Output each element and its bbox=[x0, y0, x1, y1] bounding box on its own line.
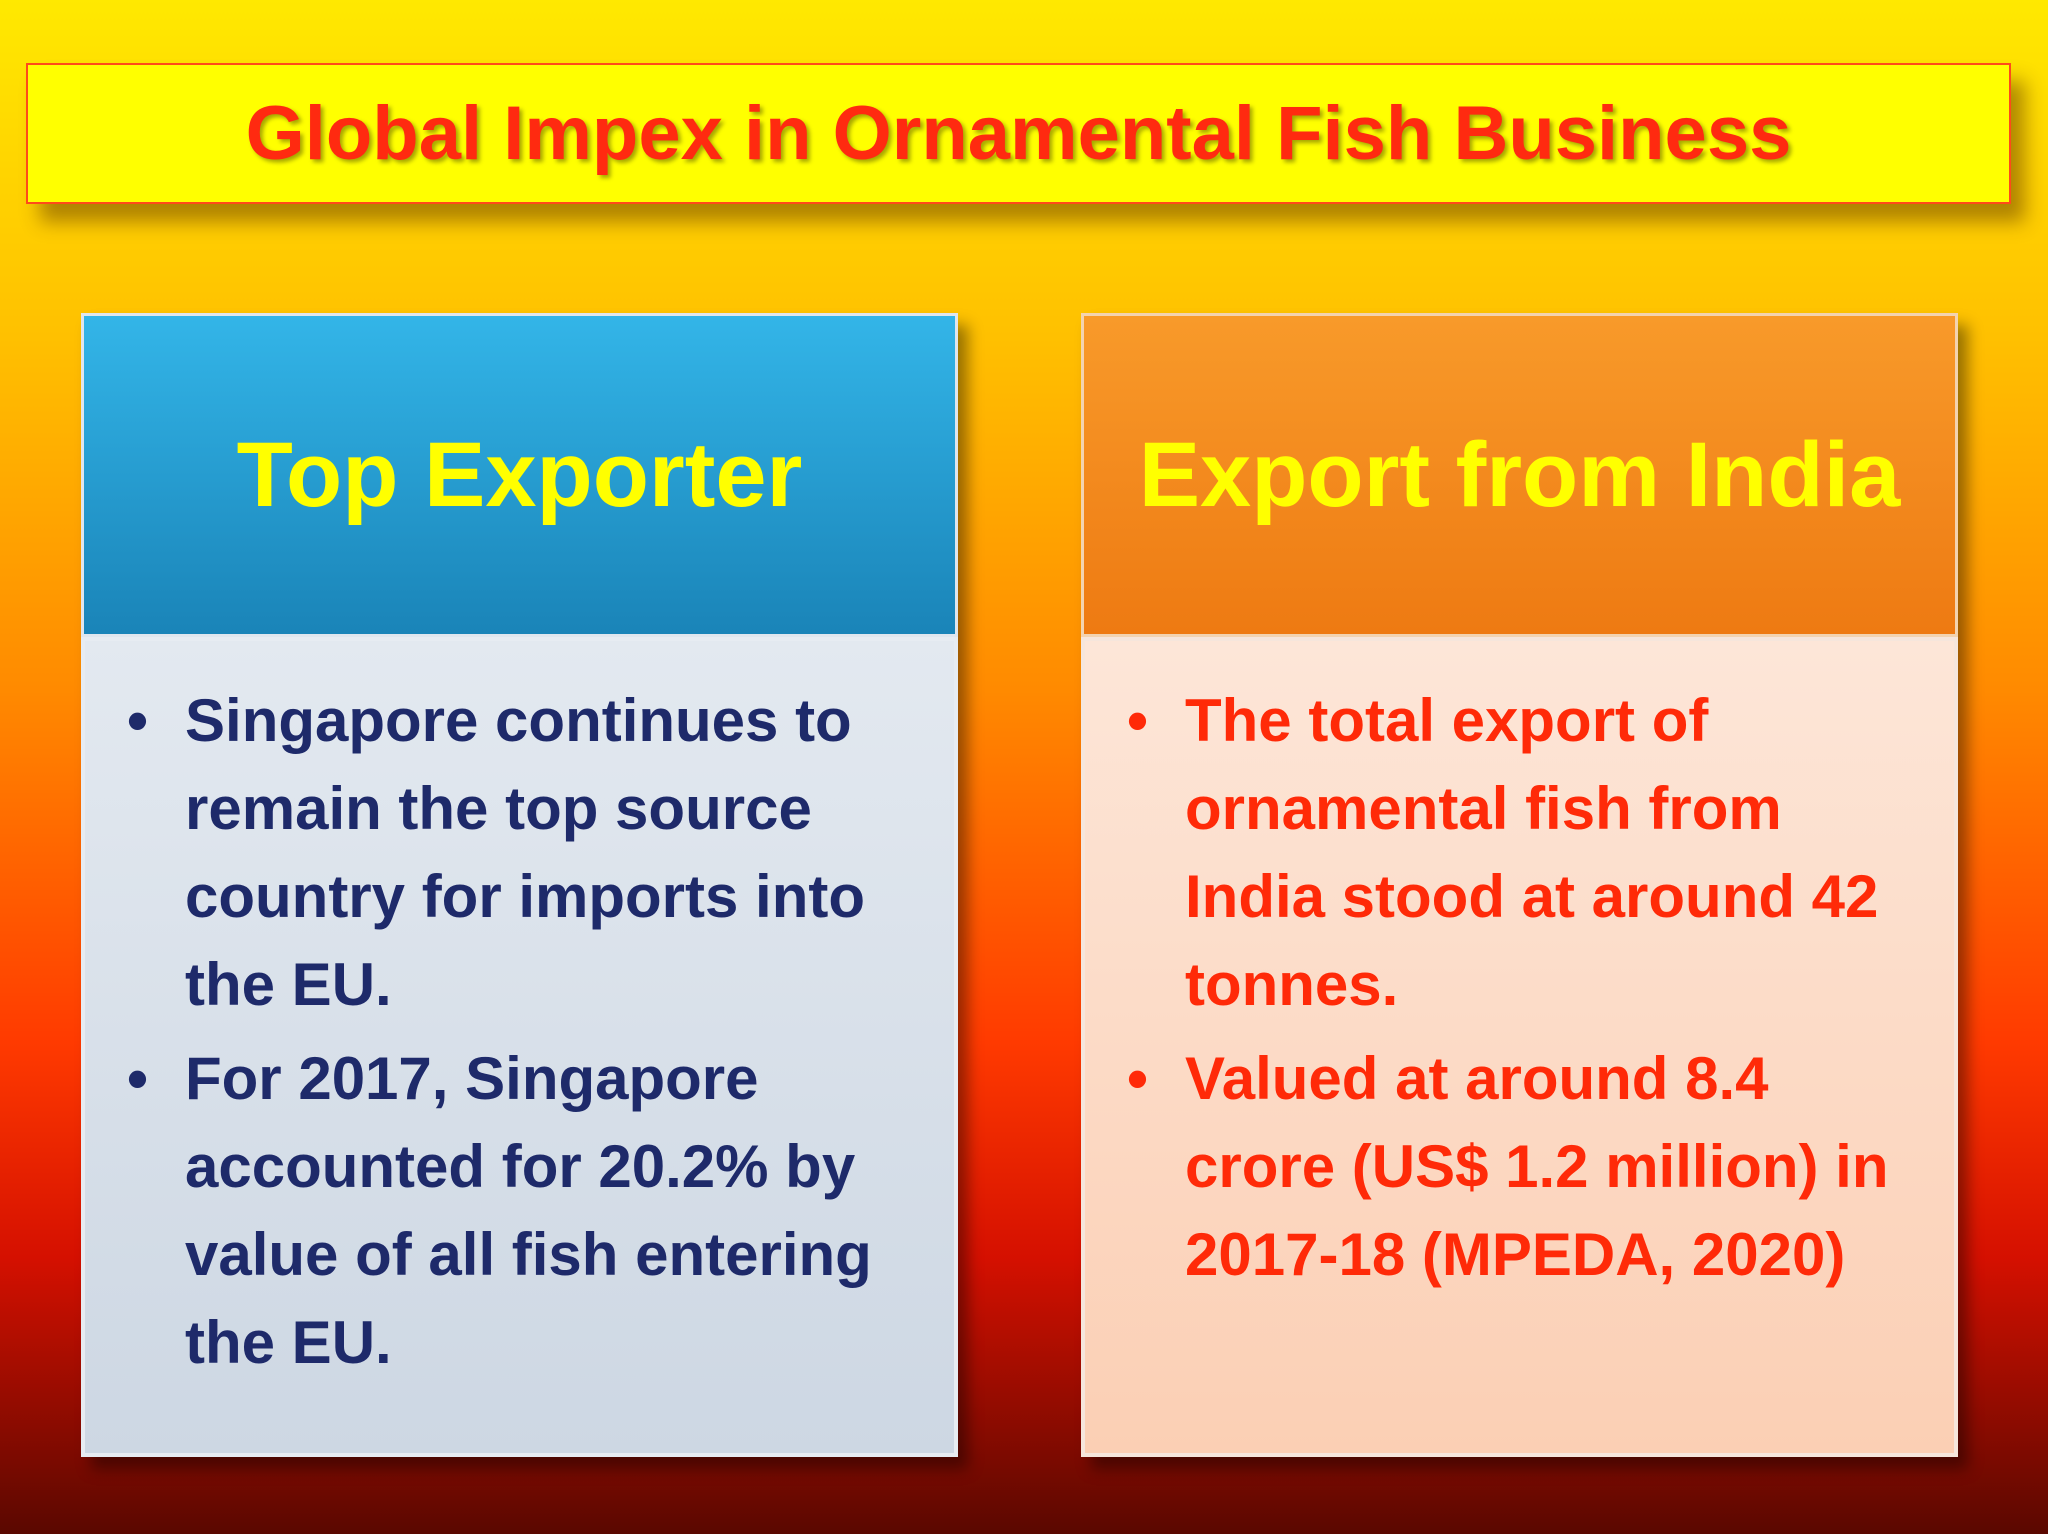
bullet: The total export of ornamental fish from… bbox=[1127, 677, 1924, 1029]
bullet: Valued at around 8.4 crore (US$ 1.2 mill… bbox=[1127, 1035, 1924, 1299]
panel: Top Exporter Singapore continues to rema… bbox=[81, 313, 958, 1457]
panel: Export from India The total export of or… bbox=[1081, 313, 1958, 1457]
panel-heading: Export from India bbox=[1081, 313, 1958, 637]
bullet: Singapore continues to remain the top so… bbox=[127, 677, 924, 1029]
title-box: Global Impex in Ornamental Fish Business bbox=[26, 63, 2011, 204]
bullet-list: Singapore continues to remain the top so… bbox=[127, 677, 924, 1387]
panel-body: The total export of ornamental fish from… bbox=[1081, 637, 1958, 1457]
slide-title: Global Impex in Ornamental Fish Business bbox=[245, 91, 1792, 176]
bullet: For 2017, Singapore accounted for 20.2% … bbox=[127, 1035, 924, 1387]
bullet-list: The total export of ornamental fish from… bbox=[1127, 677, 1924, 1299]
panel-body: Singapore continues to remain the top so… bbox=[81, 637, 958, 1457]
panel-heading: Top Exporter bbox=[81, 313, 958, 637]
